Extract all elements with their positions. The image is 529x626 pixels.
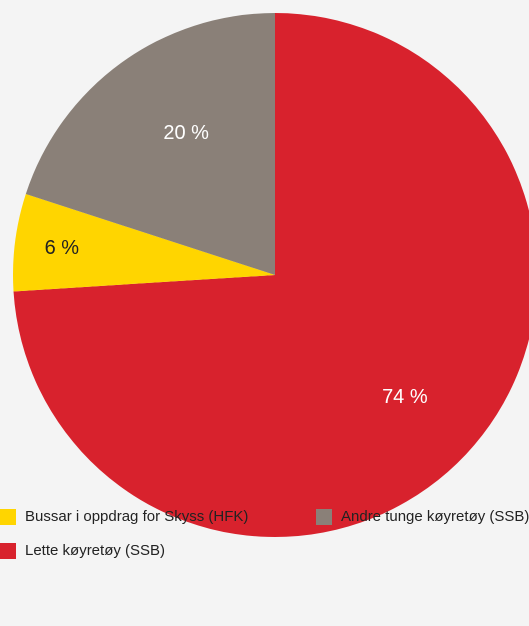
pie-slice-1 (13, 194, 276, 292)
pie-slice-label-2: 20 % (163, 122, 209, 144)
pie-slice-2 (25, 12, 275, 275)
pie-slice-0 (13, 13, 529, 537)
pie-slice-label-0: 74 % (382, 386, 428, 408)
pie-slice-label-1: 6 % (45, 237, 80, 259)
